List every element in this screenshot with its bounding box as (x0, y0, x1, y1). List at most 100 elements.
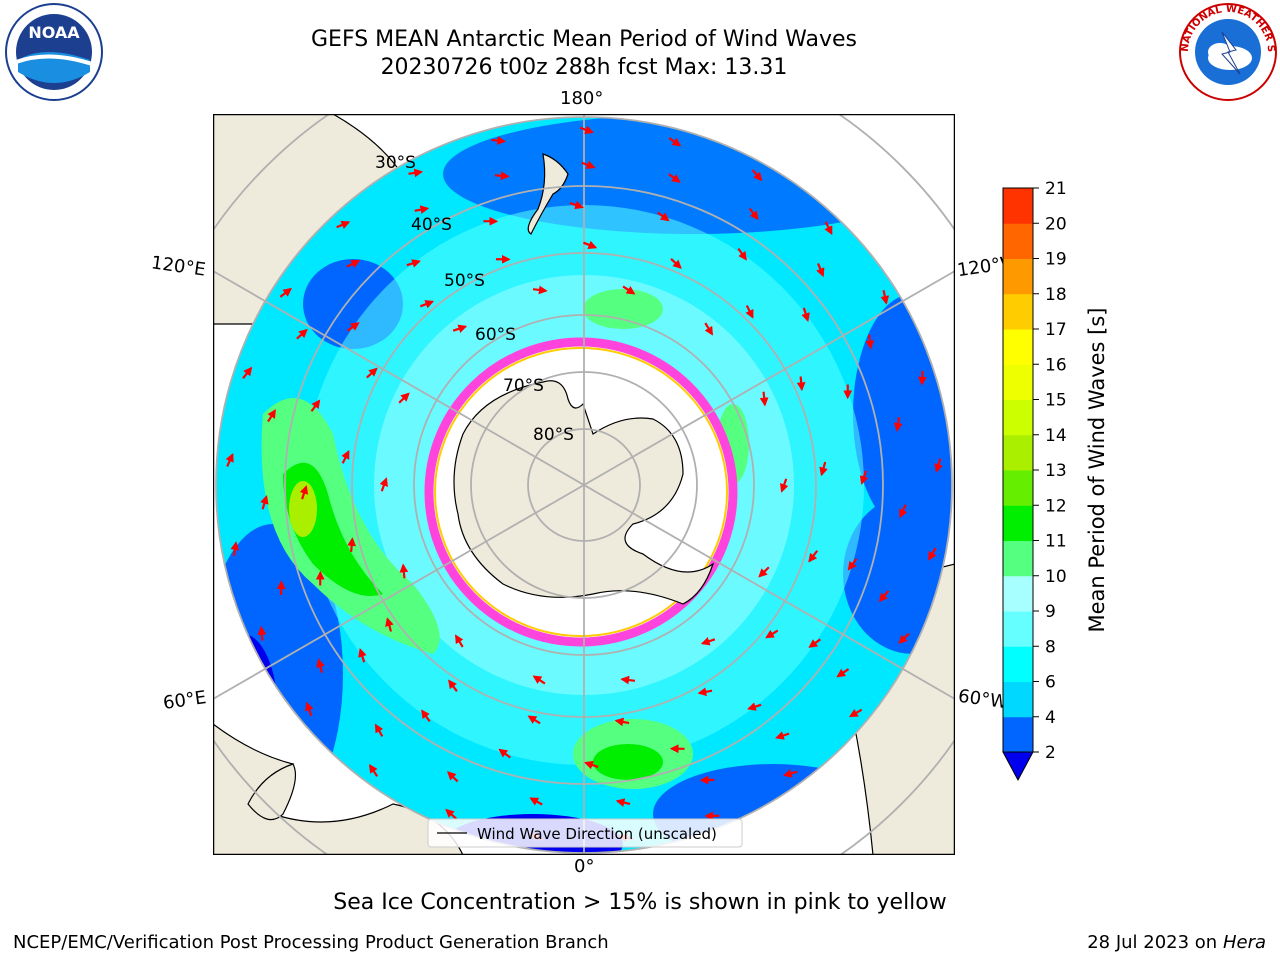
wind-wave-arrow (917, 370, 927, 386)
footer-date: 28 Jul 2023 on Hera (1087, 932, 1266, 953)
colorbar-segment (1003, 540, 1033, 577)
wind-wave-arrow (747, 702, 762, 711)
colorbar-tick-label: 15 (1045, 391, 1067, 411)
colorbar-tick-label: 2 (1045, 743, 1056, 763)
colorbar-tick-label: 12 (1045, 496, 1067, 516)
colorbar-segment (1003, 434, 1033, 471)
wind-wave-arrow (358, 648, 367, 663)
wind-wave-arrow (615, 798, 631, 807)
nws-logo: NATIONAL WEATHER SERVICE (1178, 2, 1277, 101)
wind-wave-arrow (614, 717, 630, 727)
colorbar-segment (1003, 611, 1033, 647)
wind-wave-arrow (704, 322, 714, 336)
wind-wave-arrow (697, 687, 713, 697)
wind-wave-arrow (880, 290, 890, 305)
wind-wave-arrow (579, 125, 594, 134)
wind-wave-arrow (379, 477, 388, 492)
colorbar-tick-label: 19 (1045, 250, 1067, 270)
wind-wave-arrow (836, 668, 850, 678)
colorbar-segment (1003, 681, 1033, 718)
colorbar-extend-triangle (1002, 751, 1034, 782)
footer-credit: NCEP/EMC/Verification Post Processing Pr… (13, 932, 609, 953)
wind-wave-arrow (406, 259, 421, 268)
wind-wave-arrow (581, 160, 596, 169)
wind-wave-arrow (454, 634, 464, 648)
wind-wave-arrow (452, 324, 468, 333)
wind-wave-arrow (758, 566, 770, 578)
wind-wave-arrow (225, 452, 234, 467)
wind-wave-arrow (893, 417, 903, 432)
wind-wave-arrow (700, 637, 716, 646)
colorbar-tick-label: 10 (1045, 567, 1067, 587)
colorbar-tick-label: 13 (1045, 461, 1067, 481)
wind-wave-arrow (408, 168, 424, 178)
wind-wave-arrow (801, 307, 810, 322)
noaa-logo-text: NOAA (28, 23, 80, 42)
wind-wave-arrow (494, 171, 510, 181)
wind-wave-arrow (399, 563, 409, 579)
colorbar-segment (1003, 575, 1033, 612)
wind-wave-arrow (421, 709, 431, 723)
footer-machine: Hera (1222, 932, 1266, 953)
colorbar-tick-label: 18 (1045, 285, 1067, 305)
lat-label-30: 30°S (375, 153, 416, 173)
colorbar-segment (1003, 293, 1033, 330)
wind-wave-arrow (782, 769, 798, 778)
colorbar-segment (1003, 188, 1033, 224)
wind-wave-arrow (847, 558, 858, 571)
legend-label: Wind Wave Direction (unscaled) (477, 825, 717, 843)
wind-wave-arrow (310, 399, 321, 412)
wind-wave-arrow (796, 376, 806, 392)
colorbar-tick-label: 16 (1045, 355, 1067, 375)
wind-wave-arrow (751, 169, 763, 182)
sea-ice-note: Sea Ice Concentration > 15% is shown in … (333, 890, 947, 915)
wind-wave-arrow (347, 537, 357, 552)
colorbar: 2 4 6 8 9 10 11 12 13 14 15 16 17 18 19 20 21 (1002, 180, 1067, 782)
wind-wave-arrow (775, 731, 790, 740)
colorbar-tick-label: 4 (1045, 708, 1056, 728)
wind-wave-arrow (569, 200, 584, 210)
wind-wave-arrow (584, 760, 599, 770)
wind-wave-arrow (260, 495, 269, 510)
wind-wave-arrow (668, 173, 681, 183)
lat-label-70: 70°S (503, 376, 544, 396)
lon-label-180: 180° (560, 88, 604, 109)
wind-wave-arrow (366, 367, 378, 379)
wind-wave-arrow (230, 541, 240, 556)
colorbar-segment (1003, 716, 1033, 753)
wind-wave-arrow (305, 701, 314, 717)
wind-wave-arrow (346, 259, 361, 268)
colorbar-tick-label: 9 (1045, 602, 1056, 622)
wind-wave-arrow (532, 675, 546, 685)
wind-wave-arrow (583, 240, 598, 249)
wind-wave-arrow (824, 221, 833, 236)
wind-wave-arrow (934, 458, 943, 473)
lat-label-80: 80°S (533, 425, 574, 445)
wind-wave-arrow (346, 322, 360, 332)
wind-wave-arrow (532, 285, 548, 295)
wave-period-patch-indian (261, 398, 440, 654)
new-zealand-land (527, 153, 569, 235)
wind-wave-arrow (748, 207, 759, 221)
colorbar-tick-label: 21 (1045, 180, 1067, 199)
wind-wave-arrow (780, 478, 789, 493)
wind-wave-arrow (927, 547, 937, 561)
colorbar-segment (1003, 399, 1033, 436)
map-title: GEFS MEAN Antarctic Mean Period of Wind … (311, 27, 857, 52)
colorbar-tick-label: 6 (1045, 673, 1056, 693)
wind-wave-arrow (745, 305, 754, 319)
wind-wave-arrow (257, 625, 267, 641)
wind-wave-arrow (242, 366, 253, 379)
lon-label-0: 0° (574, 856, 595, 877)
wind-wave-arrow (899, 504, 908, 519)
wind-wave-arrow (279, 287, 293, 298)
footer-date-text: 28 Jul 2023 on (1087, 932, 1218, 953)
colorbar-tick-label: 20 (1045, 214, 1067, 234)
wind-wave-arrow (765, 629, 779, 639)
wind-wave-arrow (620, 675, 636, 685)
wind-wave-arrow (699, 775, 715, 785)
wind-wave-arrow (374, 723, 384, 737)
wind-wave-arrow (622, 285, 636, 295)
colorbar-tick-label: 8 (1045, 637, 1056, 657)
lon-label-120e: 120°E (149, 252, 207, 281)
